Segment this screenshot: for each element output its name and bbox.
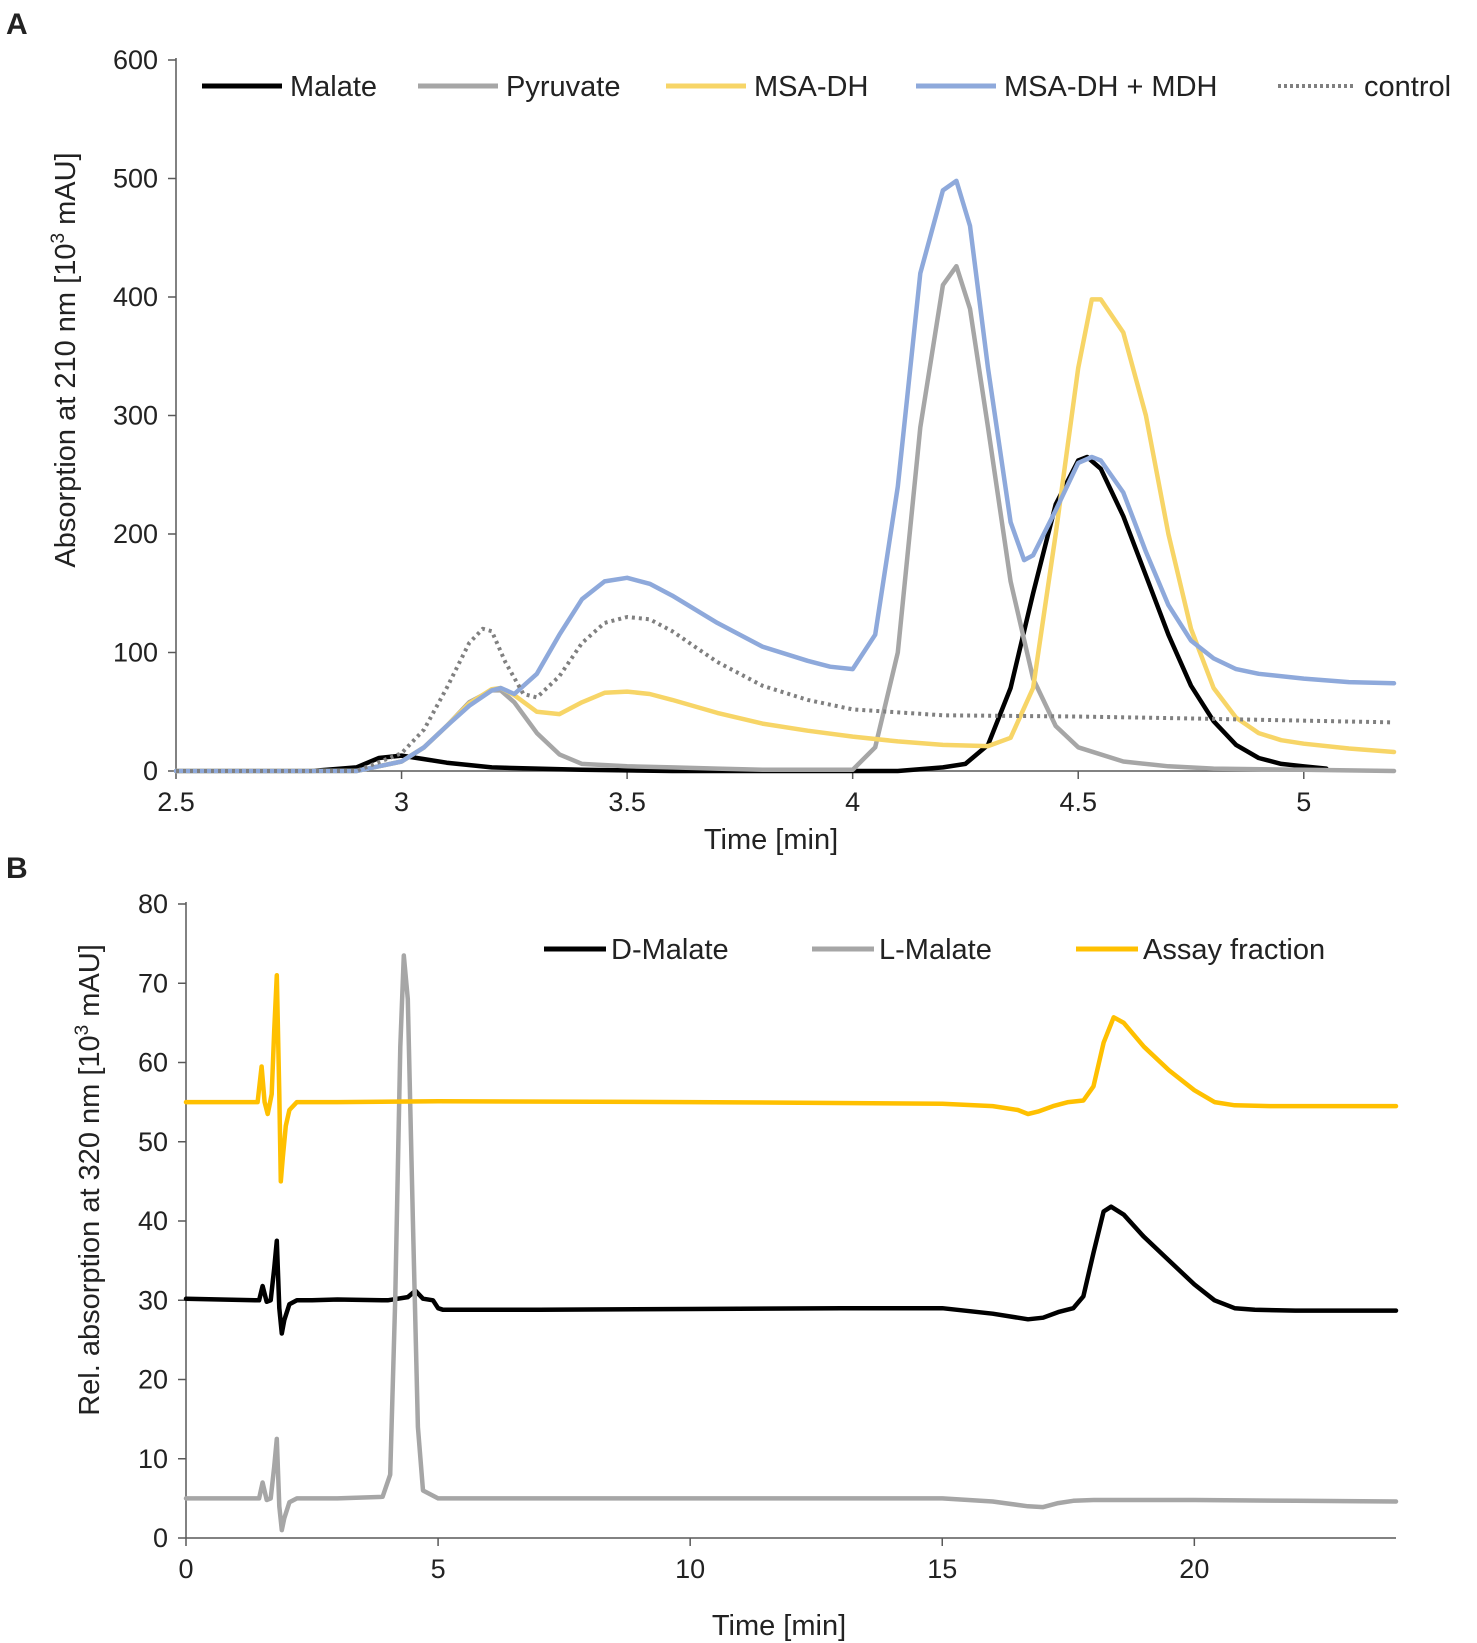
panel-b-y-tick-label: 10 bbox=[138, 1444, 168, 1474]
panel-b-y-axis-title: Rel. absorption at 320 nm [103 mAU] bbox=[72, 944, 106, 1416]
panel-b-y-tick-label: 50 bbox=[138, 1127, 168, 1157]
panel-a-series-malate bbox=[173, 454, 1329, 774]
panel-a-y-tick-label: 400 bbox=[113, 282, 158, 312]
panel-b-legend-label-d-malate: D-Malate bbox=[611, 934, 729, 966]
panel-b: B Rel. absorption at 320 nm [103 mAU] 0 1… bbox=[6, 852, 1399, 1642]
panel-a-legend-label-control: control bbox=[1364, 71, 1451, 103]
panel-a-y-tick-label: 600 bbox=[113, 45, 158, 75]
panel-a-y-axis-title: Absorption at 210 nm [103 mAU] bbox=[48, 152, 82, 567]
panel-b-y-axis-title-main: Rel. absorption at 320 nm [10 bbox=[74, 1035, 106, 1415]
panel-a-series bbox=[173, 178, 1397, 774]
panel-b-legend: D-Malate L-Malate Assay fraction bbox=[544, 934, 1325, 966]
panel-a-x-tick-label: 3 bbox=[394, 787, 409, 817]
panel-b-legend-item-l-malate: L-Malate bbox=[812, 934, 992, 966]
panel-a-legend: Malate Pyruvate MSA-DH MSA-DH + MDH cont… bbox=[202, 71, 1451, 103]
panel-a-legend-label-malate: Malate bbox=[290, 71, 377, 103]
panel-b-y-tick-label: 80 bbox=[138, 889, 168, 919]
panel-a-series-control bbox=[176, 615, 1395, 773]
panel-b-y-tick-label: 60 bbox=[138, 1048, 168, 1078]
svg-text:Absorption at 210 nm [103 mAU]: Absorption at 210 nm [103 mAU] bbox=[48, 152, 82, 567]
panel-b-series-assay-fraction bbox=[183, 973, 1399, 1184]
panel-b-x-tick-label: 10 bbox=[675, 1554, 705, 1584]
panel-b-legend-label-l-malate: L-Malate bbox=[879, 934, 992, 966]
panel-b-y-axis-title-end: mAU] bbox=[74, 944, 106, 1025]
svg-text:Rel. absorption at 320 nm [10: Rel. absorption at 320 nm [103 mAU] bbox=[72, 944, 106, 1416]
panel-a-legend-item-msa-dh: MSA-DH bbox=[666, 71, 868, 103]
panel-a-legend-item-pyruvate: Pyruvate bbox=[418, 71, 620, 103]
panel-a-series-msa-dh-mdh bbox=[173, 178, 1397, 774]
panel-b-x-tick-label: 20 bbox=[1179, 1554, 1209, 1584]
panel-a: A Absorption at 210 nm [103 mAU] 0100200… bbox=[6, 8, 1451, 856]
panel-b-legend-item-assay-fraction: Assay fraction bbox=[1076, 934, 1325, 966]
panel-a-y-tick-label: 500 bbox=[113, 164, 158, 194]
panel-a-x-axis-title: Time [min] bbox=[704, 824, 838, 856]
panel-b-x-tick-label: 15 bbox=[927, 1554, 957, 1584]
panel-a-y-axis-title-end: mAU] bbox=[50, 152, 82, 233]
panel-a-legend-item-control: control bbox=[1278, 71, 1451, 103]
panel-a-x-tick-label: 5 bbox=[1296, 787, 1311, 817]
panel-a-series-msa-dh bbox=[173, 297, 1397, 774]
panel-a-legend-item-malate: Malate bbox=[202, 71, 377, 103]
panel-a-x-tick-label: 2.5 bbox=[157, 787, 195, 817]
panel-a-y-tick-label: 300 bbox=[113, 401, 158, 431]
panel-b-axes bbox=[185, 902, 1396, 1539]
panel-b-y-tick-label: 30 bbox=[138, 1285, 168, 1315]
panel-b-y-ticks: 0 10 20 30 40 50 60 70 80 bbox=[138, 889, 186, 1553]
panel-b-y-axis-title-sup: 3 bbox=[72, 1025, 93, 1036]
panel-a-y-axis-title-main: Absorption at 210 nm [10 bbox=[50, 244, 82, 568]
panel-a-y-axis-title-sup: 3 bbox=[48, 233, 69, 244]
panel-b-y-tick-label: 70 bbox=[138, 968, 168, 998]
panel-a-series-pyruvate bbox=[173, 263, 1397, 774]
panel-a-x-tick-label: 4.5 bbox=[1059, 787, 1097, 817]
panel-a-x-ticks: 2.5 3 3.5 4 4.5 5 bbox=[157, 771, 1311, 817]
panel-a-letter: A bbox=[6, 8, 28, 41]
panel-b-letter: B bbox=[6, 852, 28, 885]
panel-b-legend-label-assay-fraction: Assay fraction bbox=[1143, 934, 1325, 966]
panel-a-y-tick-label: 200 bbox=[113, 519, 158, 549]
panel-a-axes bbox=[175, 58, 1394, 772]
panel-b-series bbox=[183, 953, 1399, 1533]
panel-a-x-tick-label: 3.5 bbox=[608, 787, 646, 817]
panel-b-y-tick-label: 40 bbox=[138, 1206, 168, 1236]
panel-b-y-tick-label: 0 bbox=[153, 1523, 168, 1553]
panel-a-y-ticks: 0 100 200 300 400 500 600 bbox=[113, 45, 176, 786]
panel-a-legend-item-msa-dh-mdh: MSA-DH + MDH bbox=[916, 71, 1217, 103]
panel-a-y-tick-label: 100 bbox=[113, 638, 158, 668]
panel-a-x-tick-label: 4 bbox=[845, 787, 860, 817]
panel-a-y-tick-label: 0 bbox=[143, 756, 158, 786]
panel-a-legend-label-msa-dh-mdh: MSA-DH + MDH bbox=[1004, 71, 1217, 103]
panel-b-series-l-malate bbox=[183, 953, 1399, 1533]
panel-b-legend-item-d-malate: D-Malate bbox=[544, 934, 729, 966]
panel-b-x-ticks: 0 5 10 15 20 bbox=[178, 1538, 1209, 1584]
panel-b-series-d-malate bbox=[183, 1204, 1399, 1336]
panel-a-legend-label-pyruvate: Pyruvate bbox=[506, 71, 620, 103]
panel-b-x-tick-label: 5 bbox=[431, 1554, 446, 1584]
panel-a-legend-label-msa-dh: MSA-DH bbox=[754, 71, 868, 103]
panel-b-x-tick-label: 0 bbox=[178, 1554, 193, 1584]
panel-b-y-tick-label: 20 bbox=[138, 1365, 168, 1395]
panel-b-x-axis-title: Time [min] bbox=[712, 1610, 846, 1642]
